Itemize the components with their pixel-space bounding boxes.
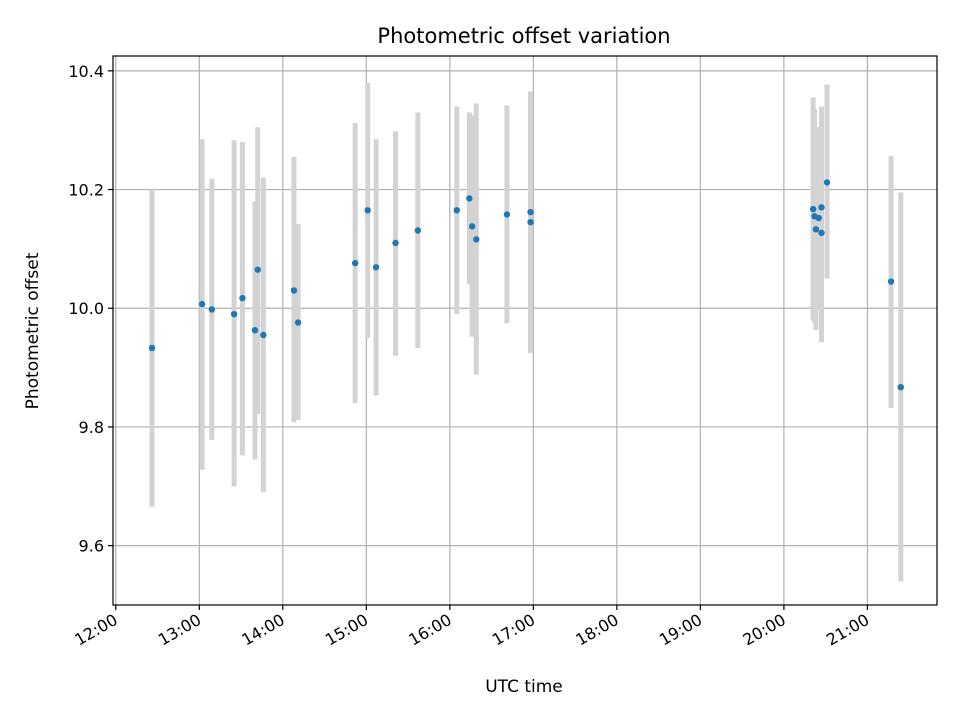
- x-tick-label: 12:00: [71, 610, 120, 650]
- x-axis-label: UTC time: [485, 677, 563, 697]
- data-point: [897, 383, 905, 391]
- data-point: [527, 218, 534, 226]
- grid: [113, 56, 937, 605]
- data-point: [414, 227, 422, 234]
- x-tick-label: 18:00: [572, 610, 621, 650]
- y-tick-label: 10.2: [68, 181, 104, 200]
- data-point: [251, 327, 259, 334]
- y-tick-label: 10.0: [68, 299, 104, 318]
- x-tick-label: 13:00: [155, 610, 204, 650]
- x-tick-label: 16:00: [405, 610, 454, 650]
- data-point: [239, 294, 246, 302]
- data-point: [815, 214, 822, 222]
- data-point: [260, 331, 267, 339]
- data-point: [818, 204, 825, 211]
- data-point: [473, 236, 480, 243]
- data-point: [198, 300, 206, 308]
- y-tick-label: 9.6: [79, 537, 104, 556]
- data-point: [230, 310, 238, 318]
- data-point: [364, 207, 371, 214]
- data-point: [453, 207, 460, 214]
- y-axis-ticks: 9.6 9.8 10.0 10.2 10.4: [68, 62, 113, 556]
- data-point: [823, 179, 831, 186]
- data-point: [812, 226, 820, 233]
- data-point: [818, 229, 825, 237]
- plot-frame: [112, 55, 938, 606]
- data-point: [809, 205, 817, 213]
- data-point: [148, 344, 156, 352]
- data-point: [290, 287, 298, 294]
- data-points: [148, 179, 905, 391]
- data-point: [351, 259, 359, 267]
- data-point: [503, 211, 511, 218]
- x-tick-label: 14:00: [238, 610, 287, 650]
- x-tick-label: 19:00: [656, 610, 705, 650]
- data-point: [208, 306, 216, 313]
- data-point: [254, 266, 261, 273]
- data-point: [527, 208, 534, 216]
- data-point: [466, 195, 473, 202]
- data-point: [887, 278, 895, 285]
- x-tick-label: 17:00: [489, 610, 538, 650]
- data-point: [392, 239, 399, 247]
- y-axis-label: Photometric offset: [23, 252, 43, 409]
- chart-title: Photometric offset variation: [377, 24, 670, 48]
- x-tick-label: 20:00: [739, 610, 788, 650]
- data-point: [468, 223, 476, 230]
- data-point: [372, 264, 380, 271]
- y-tick-label: 10.4: [68, 62, 104, 81]
- x-axis-ticks: 12:00 13:00 14:00 15:00 16:00 17:00 18:00 19:00…: [71, 605, 872, 650]
- x-tick-label: 21:00: [823, 610, 872, 650]
- y-tick-label: 9.8: [79, 418, 104, 437]
- x-tick-label: 15:00: [322, 610, 371, 650]
- data-point: [294, 319, 302, 326]
